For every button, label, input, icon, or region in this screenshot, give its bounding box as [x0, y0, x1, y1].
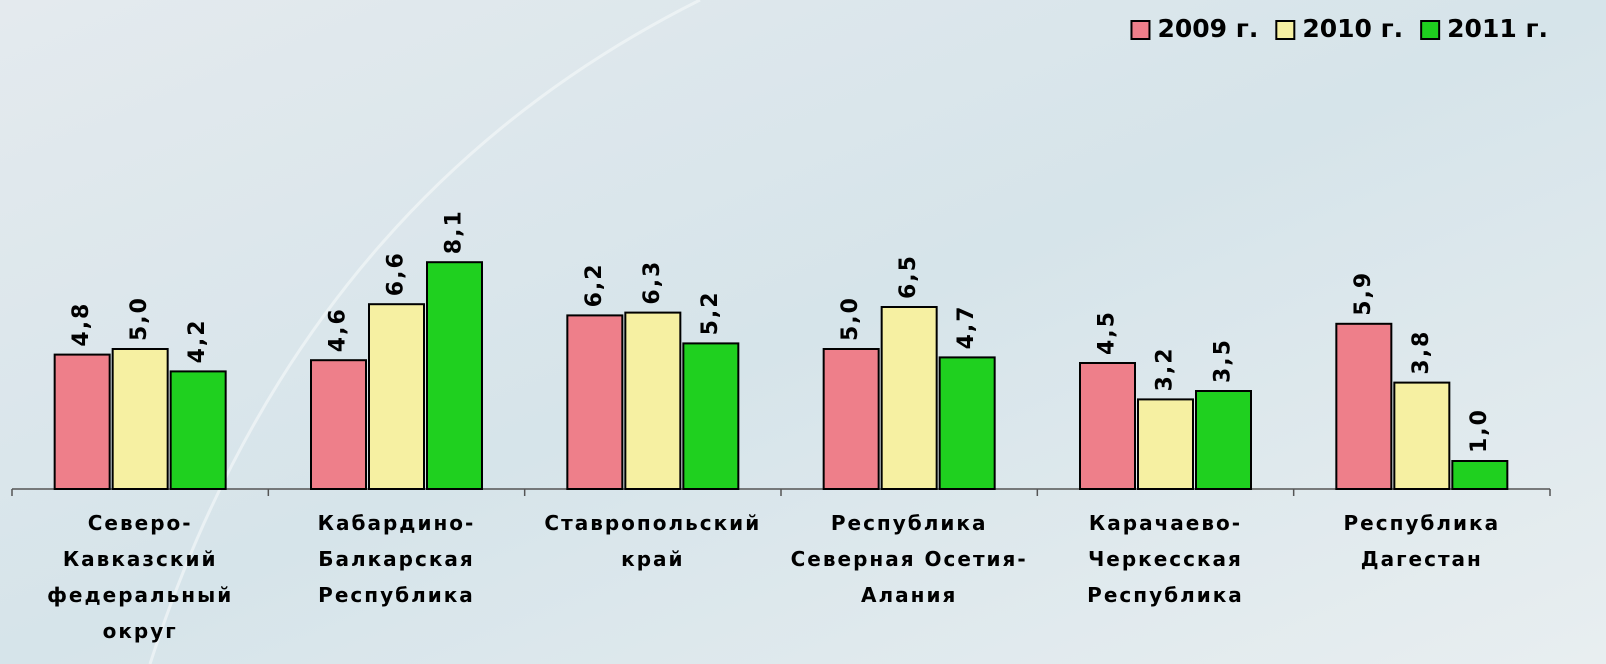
x-tick-label: Кабардино- Балкарская Республика — [318, 511, 476, 607]
legend-label: 2009 г. — [1157, 14, 1258, 43]
x-tick-line: федеральный — [47, 583, 233, 607]
bar — [1393, 381, 1451, 491]
bar — [880, 306, 938, 490]
value-label: 6,2 — [582, 262, 607, 307]
x-tick-line: Республика — [831, 511, 988, 535]
x-tick-line: Дагестан — [1361, 547, 1483, 571]
bar — [624, 311, 682, 490]
x-tick-line: Кавказский — [63, 547, 218, 571]
value-label: 8,1 — [442, 209, 467, 254]
bar — [1451, 460, 1509, 490]
bar — [111, 348, 169, 490]
bar — [682, 342, 740, 490]
value-label: 4,5 — [1095, 310, 1120, 355]
x-tick-line: Балкарская — [318, 547, 475, 571]
x-tick-line: Республика — [318, 583, 475, 607]
value-label: 4,7 — [954, 304, 979, 349]
value-label: 3,2 — [1153, 346, 1178, 391]
decor — [148, 0, 701, 664]
bar — [426, 261, 483, 491]
x-tick-line: Кабардино- — [318, 511, 476, 535]
value-label: 4,6 — [326, 307, 351, 352]
x-tick-label: Северо- Кавказский федеральный округ — [47, 511, 233, 643]
x-tick-line: округ — [103, 619, 178, 643]
legend-swatch — [1275, 20, 1296, 40]
value-label: 1,0 — [1467, 408, 1492, 453]
legend-label: 2010 г. — [1302, 14, 1403, 43]
value-label: 4,8 — [69, 302, 94, 347]
bar — [566, 314, 624, 490]
bar — [368, 303, 425, 491]
value-label: 5,9 — [1351, 271, 1376, 316]
bar — [822, 348, 880, 490]
x-tick-line: Республика — [1344, 511, 1501, 535]
bar — [938, 356, 996, 490]
x-tick-line: Черкесская — [1088, 547, 1243, 571]
value-label: 3,5 — [1211, 338, 1236, 383]
x-tick-line: Алания — [861, 583, 957, 607]
value-label: 6,6 — [384, 251, 409, 296]
legend-swatch — [1420, 20, 1441, 40]
value-label: 5,0 — [127, 296, 152, 341]
value-label: 3,8 — [1409, 330, 1434, 375]
x-tick-line: Республика — [1087, 583, 1244, 607]
x-tick-line: Ставропольский — [544, 511, 761, 535]
value-label: 5,0 — [838, 296, 863, 341]
value-label: 5,2 — [698, 290, 723, 335]
x-tick-label: Республика Дагестан — [1344, 511, 1501, 571]
value-label: 4,2 — [185, 318, 210, 363]
bar — [1137, 398, 1194, 490]
bar — [1195, 390, 1252, 490]
value-label: 6,5 — [896, 254, 921, 299]
bar — [53, 353, 111, 490]
x-tick-line: Северо- — [88, 511, 193, 535]
legend-label: 2011 г. — [1447, 14, 1548, 43]
x-tick-line: Карачаево- — [1089, 511, 1242, 535]
x-tick-label: Республика Северная Осетия- Алания — [791, 511, 1028, 607]
x-tick-line: Северная Осетия- — [791, 547, 1028, 571]
x-tick-line: край — [621, 547, 684, 571]
value-label: 6,3 — [640, 260, 665, 305]
bar — [169, 370, 227, 490]
x-tick-label: Ставропольский край — [544, 511, 761, 571]
legend-swatch — [1130, 20, 1151, 40]
x-tick-label: Карачаево- Черкесская Республика — [1087, 511, 1244, 607]
bar — [310, 359, 367, 491]
bar — [1335, 322, 1393, 490]
bar — [1079, 362, 1136, 490]
